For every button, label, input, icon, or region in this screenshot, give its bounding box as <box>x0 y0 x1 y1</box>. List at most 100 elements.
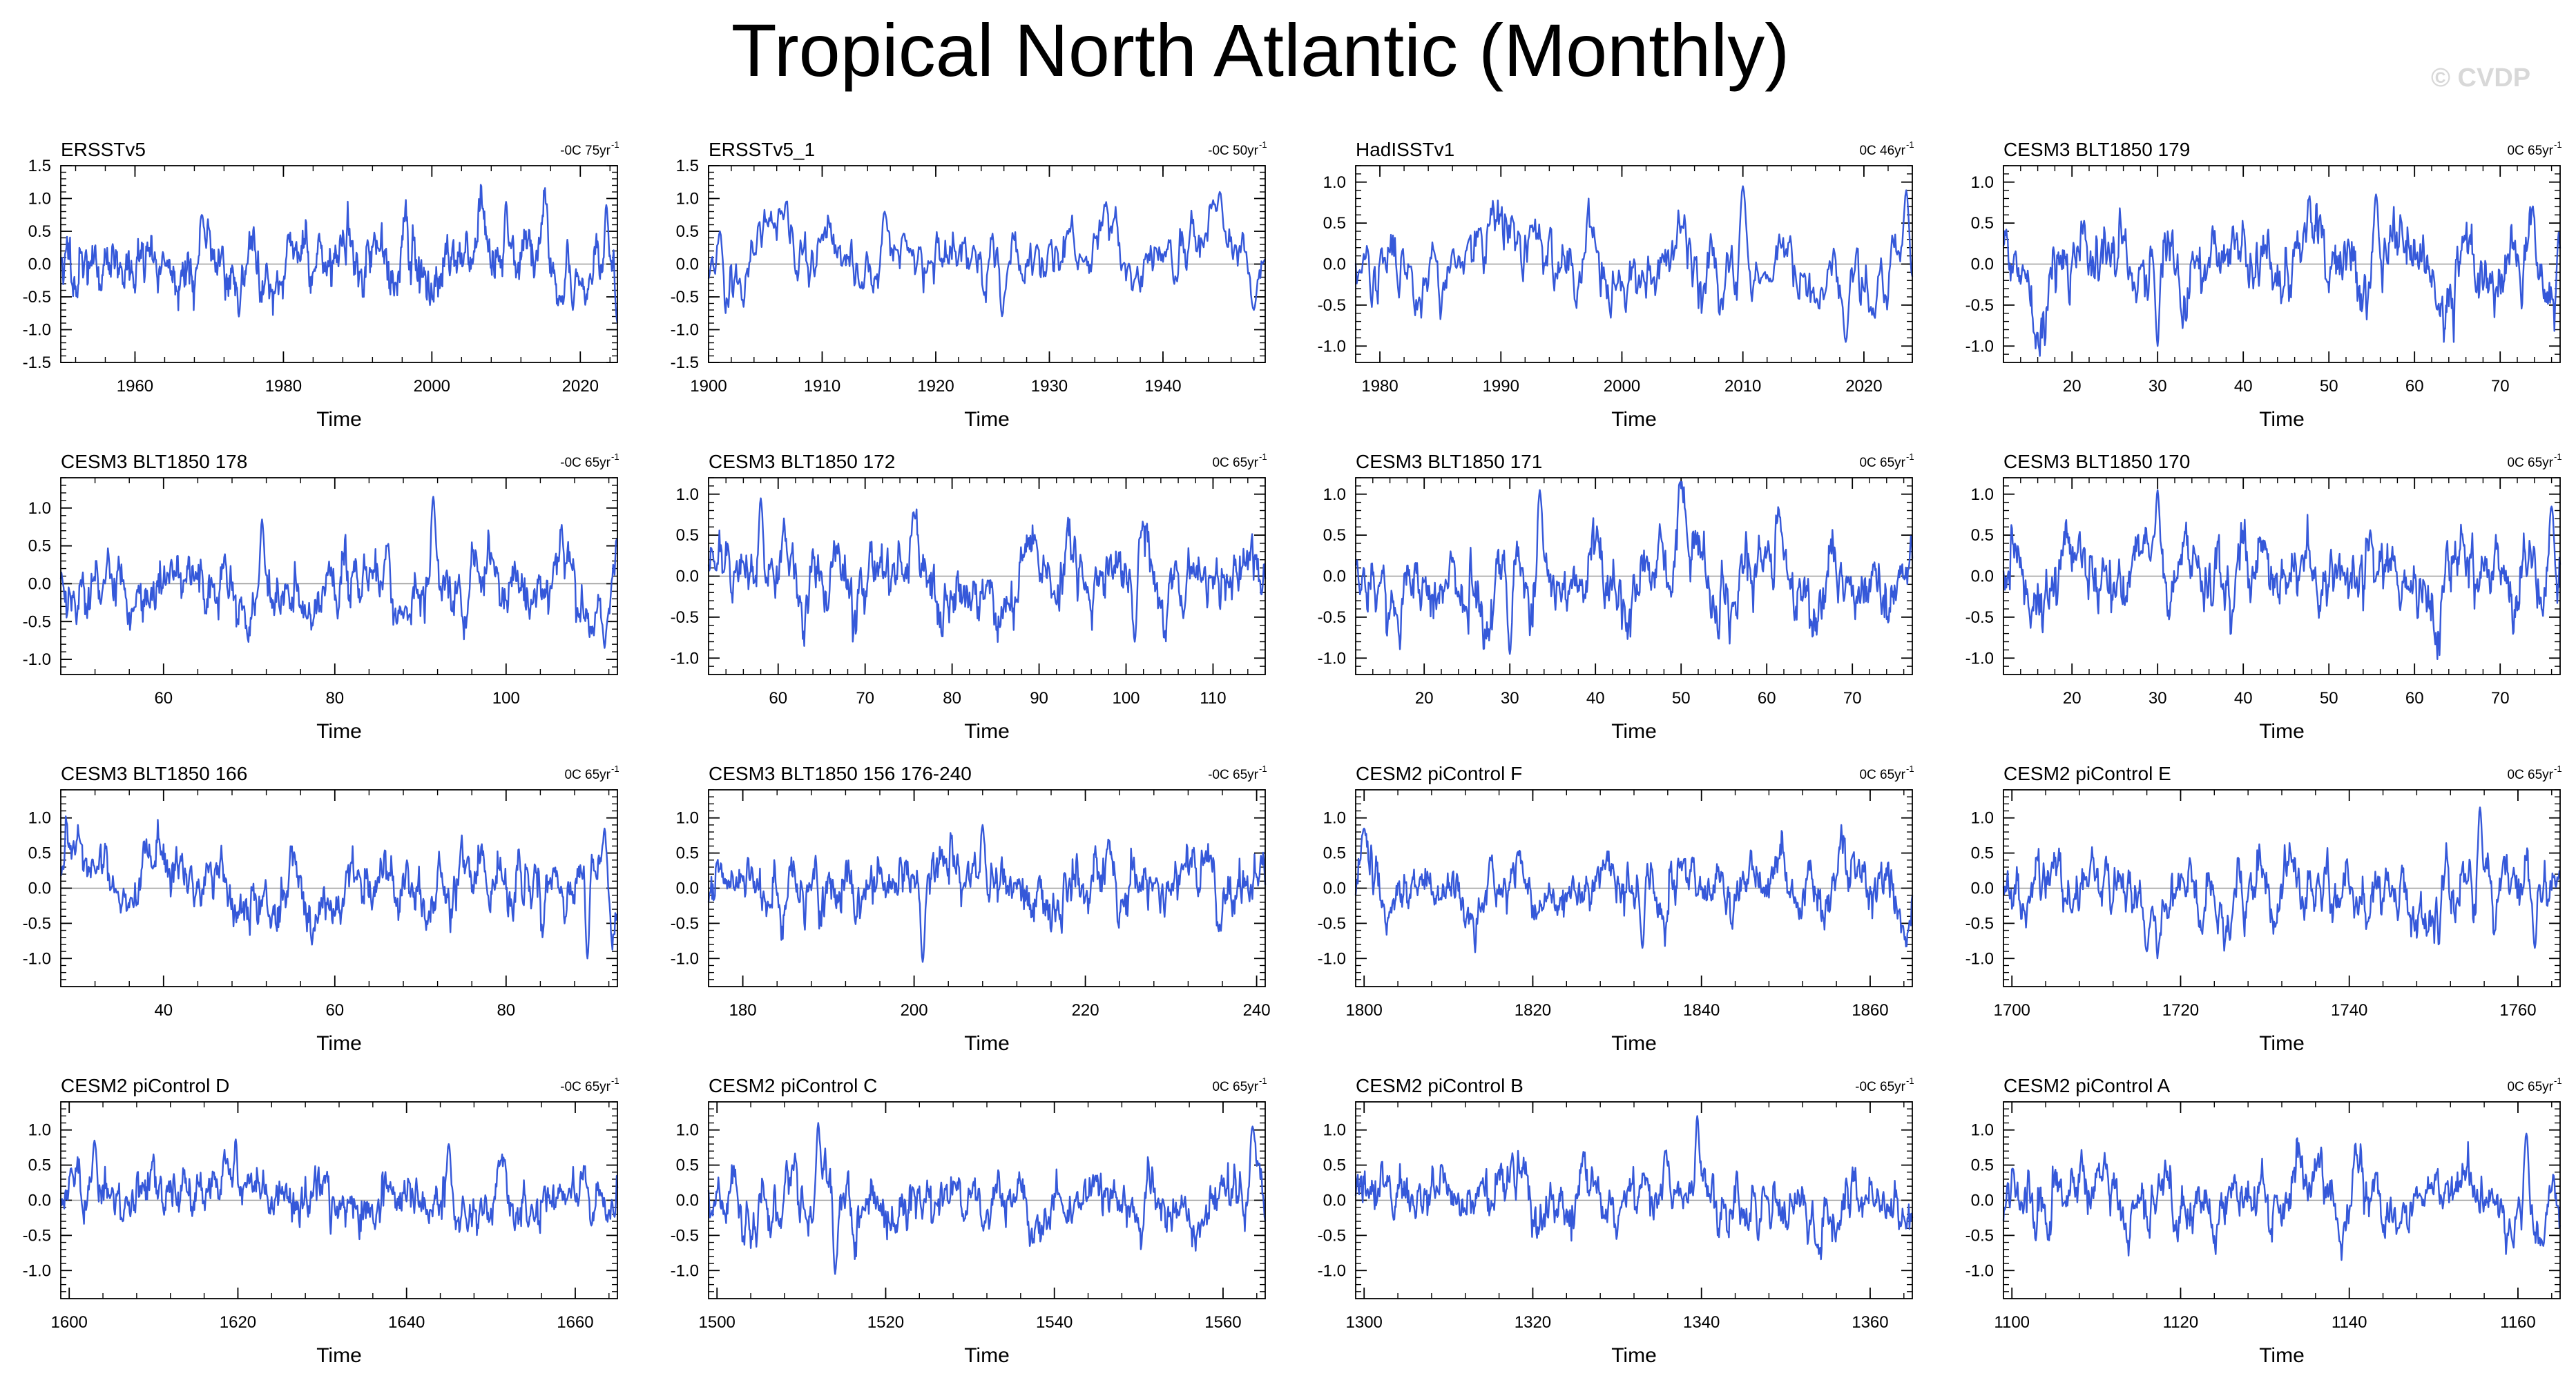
y-tick-label: -0.5 <box>23 914 51 933</box>
x-tick-label: 100 <box>492 689 520 708</box>
y-tick-label: 0.0 <box>1971 880 1994 898</box>
y-tick-label: 0.0 <box>676 255 699 274</box>
y-tick-label: -0.5 <box>23 1226 51 1245</box>
panel-3: 1980 1990 2000 2010 2020 -1.0 -0.5 0.0 0.5 1.0 Had… <box>1318 139 1914 431</box>
x-tick-label: 60 <box>2405 689 2424 708</box>
x-tick-label: 1910 <box>804 377 840 396</box>
series-line <box>1354 1115 1914 1261</box>
y-tick-label: -0.5 <box>1318 914 1346 933</box>
x-axis-label: Time <box>316 1344 362 1367</box>
series-line <box>1354 185 1914 343</box>
y-tick-label: 0.5 <box>676 222 699 241</box>
x-tick-label: 1600 <box>51 1313 88 1332</box>
panel-15: 1300 1320 1340 1360 -1.0 -0.5 0.0 0.5 1.0 CESM2 p… <box>1318 1075 1914 1367</box>
panel-12: 1700 1720 1740 1760 -1.0 -0.5 0.0 0.5 1.0 CESM2 p… <box>1965 763 2562 1055</box>
y-tick-label: 0.5 <box>676 526 699 545</box>
x-tick-label: 2000 <box>414 377 450 396</box>
plot-frame <box>1355 789 1913 987</box>
trend-label: -0C 50yr <box>1208 144 1259 158</box>
y-tick-label: 0.0 <box>1971 568 1994 586</box>
x-tick-label: 20 <box>2063 377 2082 396</box>
panel-4: 20 30 40 50 60 70 -1.0 -0.5 0.0 0.5 1.0 CESM3 BLT18… <box>1965 139 2562 431</box>
plot-frame <box>2003 1101 2561 1299</box>
x-tick-label: 60 <box>769 689 787 708</box>
x-tick-label: 1700 <box>1994 1001 2030 1020</box>
y-tick-label: 1.0 <box>1323 809 1346 828</box>
x-tick-label: 220 <box>1072 1001 1099 1020</box>
y-tick-label: 0.0 <box>28 1192 51 1210</box>
panel-title: HadISSTv1 <box>1356 139 1454 160</box>
x-axis-label: Time <box>964 1032 1010 1055</box>
y-tick-label: 0.0 <box>676 880 699 898</box>
x-tick-label: 1860 <box>1852 1001 1888 1020</box>
x-tick-label: 70 <box>2491 377 2510 396</box>
x-tick-label: 1540 <box>1036 1313 1073 1332</box>
series-line <box>707 1122 1267 1275</box>
series-line <box>59 815 619 960</box>
x-tick-label: 80 <box>497 1001 515 1020</box>
y-tick-label: 1.0 <box>1323 173 1346 192</box>
y-tick-label: 1.0 <box>676 1121 699 1140</box>
x-tick-label: 40 <box>1586 689 1605 708</box>
x-axis-label: Time <box>316 408 362 431</box>
panel-9: 40 60 80 -1.0 -0.5 0.0 0.5 1.0 CESM3 BLT1850 166… <box>23 763 619 1055</box>
series-line <box>1354 824 1914 953</box>
y-tick-label: -0.5 <box>23 612 51 631</box>
y-tick-label: -0.5 <box>671 288 699 307</box>
x-tick-label: 1840 <box>1683 1001 1720 1020</box>
x-tick-label: 100 <box>1112 689 1140 708</box>
y-tick-label: -0.5 <box>1965 296 1994 315</box>
y-tick-label: 1.0 <box>28 190 51 208</box>
trend-superscript: -1 <box>2554 1076 2562 1086</box>
y-tick-label: -1.0 <box>1318 1261 1346 1280</box>
trend-label: 0C 46yr <box>1859 144 1905 158</box>
x-tick-label: 2010 <box>1724 377 1761 396</box>
panel-title: CESM3 BLT1850 178 <box>61 451 247 472</box>
panel-title: CESM2 piControl B <box>1356 1075 1524 1096</box>
series-line <box>1354 481 1914 655</box>
x-tick-label: 1720 <box>2162 1001 2199 1020</box>
x-tick-label: 40 <box>154 1001 173 1020</box>
x-axis-label: Time <box>964 408 1010 431</box>
series-line <box>59 496 618 649</box>
trend-superscript: -1 <box>2554 452 2562 462</box>
x-tick-label: 1100 <box>1994 1313 2030 1332</box>
x-tick-label: 50 <box>2320 689 2338 708</box>
y-tick-label: 1.0 <box>1323 485 1346 504</box>
trend-label: -0C 75yr <box>560 144 611 158</box>
series-line <box>2002 1132 2561 1261</box>
y-tick-label: 1.0 <box>676 190 699 208</box>
y-tick-label: -1.0 <box>1318 649 1346 668</box>
trend-label: 0C 65yr <box>1859 456 1905 470</box>
y-tick-label: 0.0 <box>1971 1192 1994 1210</box>
y-tick-label: 0.5 <box>28 537 51 556</box>
x-tick-label: 1920 <box>917 377 954 396</box>
x-axis-label: Time <box>316 1032 362 1055</box>
y-tick-label: 0.0 <box>28 255 51 274</box>
y-tick-label: 0.5 <box>1971 1156 1994 1175</box>
y-tick-label: 1.0 <box>676 485 699 504</box>
panel-1: 1960 1980 2000 2020 -1.5 -1.0 -0.5 0.0 0.5 1.0 1.5… <box>23 139 619 431</box>
trend-superscript: -1 <box>2554 139 2562 150</box>
panel-title: CESM3 BLT1850 166 <box>61 763 247 784</box>
trend-superscript: -1 <box>611 1076 619 1086</box>
y-tick-label: -0.5 <box>671 1226 699 1245</box>
y-tick-label: -1.0 <box>23 321 51 340</box>
y-tick-label: 0.5 <box>1323 1156 1346 1175</box>
y-tick-label: 1.0 <box>1971 485 1994 504</box>
y-tick-label: 0.5 <box>28 844 51 863</box>
x-tick-label: 1560 <box>1204 1313 1241 1332</box>
y-tick-label: 1.0 <box>28 809 51 828</box>
panel-title: ERSSTv5 <box>61 139 146 160</box>
x-tick-label: 20 <box>2063 689 2082 708</box>
x-tick-label: 90 <box>1030 689 1048 708</box>
y-tick-label: -1.0 <box>671 949 699 968</box>
plot-frame <box>2003 477 2561 675</box>
y-tick-label: -0.5 <box>1965 608 1994 627</box>
x-tick-label: 30 <box>2149 377 2167 396</box>
plot-frame <box>60 165 618 363</box>
y-tick-label: -1.0 <box>1318 337 1346 356</box>
x-tick-label: 180 <box>729 1001 757 1020</box>
panel-6: 60 70 80 90 100 110 -1.0 -0.5 0.0 0.5 1.0 CESM3 BLT… <box>671 451 1267 743</box>
